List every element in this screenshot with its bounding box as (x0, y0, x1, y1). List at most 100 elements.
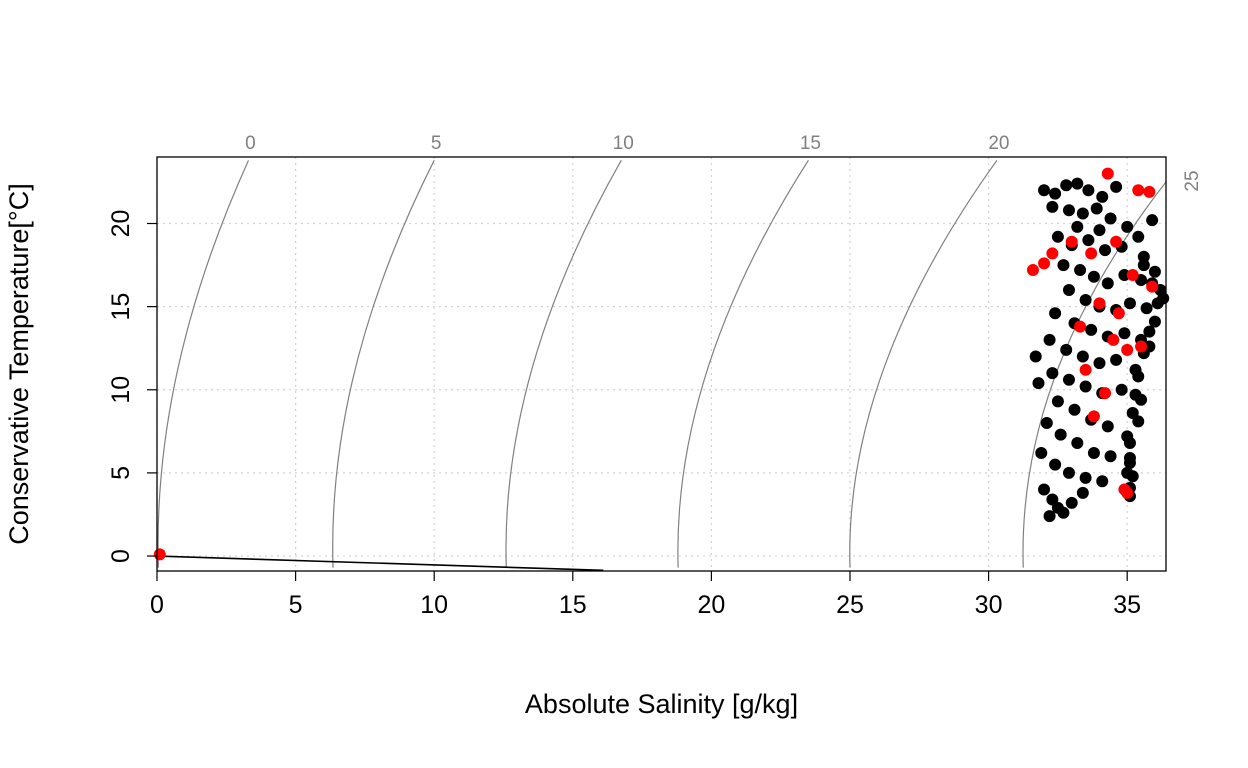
y-tick-label: 5 (107, 466, 135, 480)
data-point (1126, 269, 1139, 282)
y-tick-label: 20 (107, 210, 135, 238)
data-point (1043, 333, 1056, 346)
data-point (1085, 247, 1098, 260)
data-point (1121, 220, 1134, 233)
data-point (1143, 185, 1156, 198)
y-tick-label: 0 (107, 549, 135, 563)
data-point (1104, 450, 1117, 463)
y-axis-title: Conservative Temperature[°C] (4, 183, 34, 544)
data-point (1062, 204, 1075, 217)
data-point (1099, 244, 1112, 257)
x-tick-label: 30 (975, 591, 1003, 619)
data-point (1148, 265, 1161, 278)
data-point (1038, 483, 1051, 496)
data-point (1054, 428, 1067, 441)
data-point (1118, 269, 1131, 282)
data-point (1087, 270, 1100, 283)
x-tick-label: 10 (420, 591, 448, 619)
data-point (1137, 250, 1150, 263)
data-point (1065, 496, 1078, 509)
data-point (1035, 446, 1048, 459)
data-point (1038, 257, 1051, 270)
data-point (1049, 458, 1062, 471)
data-point (1049, 187, 1062, 200)
density-contour-10 (505, 160, 622, 568)
data-point (1096, 475, 1109, 488)
data-point (1110, 235, 1123, 248)
x-axis: 0 5 10 15 20 25 30 35 (150, 571, 1141, 619)
data-point (1074, 264, 1087, 277)
data-point (1029, 350, 1042, 363)
data-point (1121, 466, 1134, 479)
data-point (1043, 510, 1056, 523)
data-point (1118, 327, 1131, 340)
data-point (1112, 307, 1125, 320)
data-point (1101, 420, 1114, 433)
x-tick-label: 20 (697, 591, 725, 619)
data-point (1040, 417, 1053, 430)
data-point (1137, 259, 1150, 272)
data-point (1146, 280, 1159, 293)
data-point (1082, 234, 1095, 247)
data-point (1046, 200, 1059, 213)
data-point (1049, 307, 1062, 320)
freezing-line (156, 555, 604, 572)
y-tick-label: 15 (107, 293, 135, 321)
data-point (1074, 320, 1087, 333)
data-point (1062, 373, 1075, 386)
density-label-0: 0 (245, 133, 256, 154)
data-point (1123, 297, 1136, 310)
plot-frame (156, 156, 1167, 572)
data-point (1123, 451, 1136, 464)
data-point (1082, 184, 1095, 197)
data-point (1032, 377, 1045, 390)
density-label-15: 15 (800, 133, 821, 154)
data-point (1096, 190, 1109, 203)
density-contour-20 (849, 159, 998, 568)
x-tick-label: 5 (289, 591, 303, 619)
grid (156, 157, 1166, 571)
data-point (1135, 340, 1148, 353)
data-point (1071, 177, 1084, 190)
data-point (1079, 293, 1092, 306)
data-point (1057, 259, 1070, 272)
data-point (1046, 367, 1059, 380)
data-point (1129, 388, 1142, 401)
density-contour-0 (157, 160, 250, 568)
y-tick-label: 10 (107, 376, 135, 404)
density-contours (157, 159, 1167, 568)
data-point (1132, 370, 1145, 383)
data-point (1026, 264, 1039, 277)
data-point (1101, 277, 1114, 290)
data-point (1110, 180, 1123, 193)
density-contour-5 (332, 160, 435, 568)
data-point (1076, 350, 1089, 363)
data-point (1071, 220, 1084, 233)
data-point (1104, 212, 1117, 225)
x-tick-label: 25 (836, 591, 864, 619)
data-point (1065, 235, 1078, 248)
data-point (1071, 436, 1084, 449)
data-point (1062, 284, 1075, 297)
data-point (1101, 167, 1114, 180)
density-contour-25 (1022, 181, 1167, 568)
data-point (1051, 395, 1064, 408)
data-point (1038, 184, 1051, 197)
data-point (1148, 315, 1161, 328)
data-point (1151, 297, 1164, 310)
data-point (1093, 357, 1106, 370)
data-point (1121, 486, 1134, 499)
x-tick-label: 35 (1113, 591, 1141, 619)
data-point (1115, 383, 1128, 396)
data-points (153, 167, 1170, 561)
data-point (1085, 323, 1098, 336)
data-point (1060, 343, 1073, 356)
y-axis: 0 5 10 15 20 (107, 210, 157, 563)
data-point (153, 548, 166, 561)
data-point (1076, 207, 1089, 220)
data-point (1079, 471, 1092, 484)
data-point (1093, 224, 1106, 237)
data-point (1132, 184, 1145, 197)
data-point (1068, 403, 1081, 416)
data-point (1087, 410, 1100, 423)
